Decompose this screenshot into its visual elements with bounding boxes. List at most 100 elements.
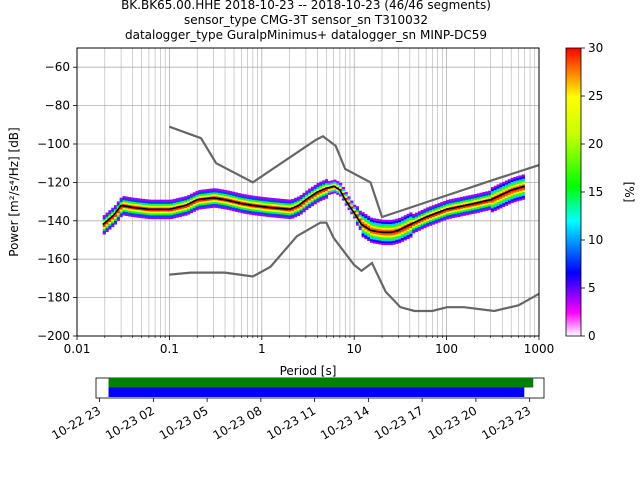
histogram-cell xyxy=(254,196,258,199)
histogram-cell xyxy=(218,196,222,199)
histogram-cell xyxy=(412,227,416,230)
histogram-cell xyxy=(516,176,520,179)
histogram-cell xyxy=(375,218,379,221)
histogram-cell xyxy=(398,225,402,228)
histogram-cell xyxy=(420,211,424,215)
histogram-cell xyxy=(175,200,180,203)
histogram-cell xyxy=(189,209,194,212)
histogram-cell xyxy=(403,217,407,220)
histogram-cell xyxy=(153,216,157,220)
histogram-cell xyxy=(479,202,483,205)
histogram-cell xyxy=(350,200,354,203)
histogram-cell xyxy=(398,233,402,236)
histogram-cell xyxy=(310,188,315,191)
histogram-cell xyxy=(412,217,416,220)
histogram-cell xyxy=(212,199,216,203)
histogram-cell xyxy=(102,232,106,235)
histogram-cell xyxy=(341,192,345,195)
histogram-cell xyxy=(254,209,258,212)
histogram-cell xyxy=(358,210,362,213)
histogram-cell xyxy=(257,209,261,213)
histogram-cell xyxy=(147,216,151,220)
histogram-cell xyxy=(414,216,419,219)
histogram-cell xyxy=(400,226,405,229)
histogram-cell xyxy=(243,198,247,201)
histogram-cell xyxy=(150,201,154,204)
histogram-cell xyxy=(409,235,413,238)
histogram-cell xyxy=(479,194,483,197)
histogram-cell xyxy=(111,219,115,222)
histogram-cell xyxy=(271,215,275,218)
histogram-cell xyxy=(465,209,469,212)
histogram-cell xyxy=(251,207,255,210)
histogram-cell xyxy=(327,192,331,195)
histogram-cell xyxy=(454,199,458,203)
histogram-cell xyxy=(482,205,486,208)
histogram-cell xyxy=(291,214,295,217)
histogram-cell xyxy=(133,203,137,206)
histogram-cell xyxy=(448,199,452,202)
histogram-cell xyxy=(226,190,230,193)
histogram-cell xyxy=(198,195,202,198)
histogram-cell xyxy=(504,203,509,206)
histogram-cell xyxy=(184,205,188,208)
histogram-cell xyxy=(150,213,154,216)
histogram-cell xyxy=(457,207,461,210)
histogram-cell xyxy=(392,225,396,228)
histogram-cell xyxy=(341,190,345,193)
histogram-cell xyxy=(474,203,478,206)
histogram-cell xyxy=(232,197,236,200)
histogram-cell xyxy=(142,202,146,205)
histogram-cell xyxy=(431,205,435,208)
histogram-cell xyxy=(426,213,430,216)
histogram-cell xyxy=(389,219,393,223)
histogram-cell xyxy=(128,198,132,202)
histogram-cell xyxy=(291,202,295,206)
histogram-cell xyxy=(504,182,509,185)
histogram-cell xyxy=(493,193,497,196)
histogram-cell xyxy=(142,216,146,219)
histogram-cell xyxy=(119,207,123,210)
histogram-cell xyxy=(212,195,216,199)
histogram-cell xyxy=(499,196,503,199)
histogram-cell xyxy=(285,216,289,219)
histogram-cell xyxy=(310,204,315,207)
histogram-cell xyxy=(277,213,281,217)
histogram-cell xyxy=(516,193,520,196)
histogram-cell xyxy=(268,207,272,210)
histogram-cell xyxy=(507,200,511,203)
histogram-cell xyxy=(510,187,514,190)
histogram-cell xyxy=(130,210,134,214)
histogram-cell xyxy=(223,191,227,195)
histogram-cell xyxy=(513,196,517,199)
histogram-cell xyxy=(414,227,419,231)
histogram-cell xyxy=(265,206,270,210)
histogram-cell xyxy=(108,212,112,215)
histogram-cell xyxy=(378,240,382,243)
histogram-cell xyxy=(389,227,393,230)
histogram-cell xyxy=(181,202,185,205)
histogram-cell xyxy=(426,209,430,212)
histogram-cell xyxy=(164,211,168,214)
histogram-cell xyxy=(147,214,151,218)
histogram-cell xyxy=(389,242,393,246)
histogram-cell xyxy=(319,183,323,186)
histogram-cell xyxy=(372,220,376,223)
histogram-cell xyxy=(386,229,390,232)
histogram-cell xyxy=(173,202,177,205)
histogram-cell xyxy=(204,200,208,204)
histogram-cell xyxy=(412,231,416,234)
histogram-cell xyxy=(209,202,213,205)
histogram-cell xyxy=(116,214,120,218)
histogram-cell xyxy=(476,199,480,202)
histogram-cell xyxy=(372,224,376,227)
histogram-cell xyxy=(384,229,388,232)
histogram-cell xyxy=(392,234,396,238)
histogram-cell xyxy=(308,188,312,191)
histogram-cell xyxy=(372,225,376,229)
histogram-cell xyxy=(161,205,165,208)
histogram-cell xyxy=(305,196,309,199)
histogram-cell xyxy=(220,189,225,192)
histogram-cell xyxy=(133,205,137,208)
histogram-cell xyxy=(375,220,379,223)
